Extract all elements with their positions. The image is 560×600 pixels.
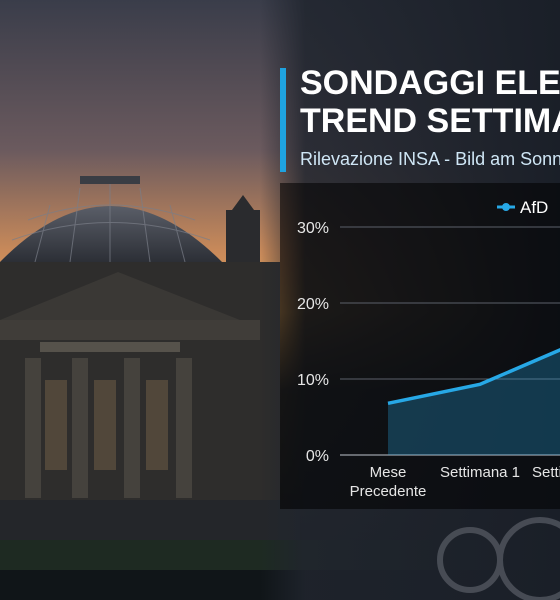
x-tick-label: Settimana 2 xyxy=(532,464,560,481)
series-area-afd xyxy=(388,349,560,455)
y-tick-label: 10% xyxy=(297,372,329,389)
y-tick-label: 0% xyxy=(306,448,329,465)
legend-label-afd: AfD xyxy=(520,198,548,217)
y-tick-label: 30% xyxy=(297,220,329,237)
chart-title-line-1: SONDAGGI ELETTORALI xyxy=(300,64,560,102)
title-accent-bar xyxy=(280,68,286,172)
x-tick-label: Mese Precedente xyxy=(350,464,427,500)
legend-marker-afd xyxy=(502,203,510,211)
chart-title: SONDAGGI ELETTORALI TREND SETTIMANALE xyxy=(300,64,560,144)
chart-subtitle: Rilevazione INSA - Bild am Sonntag xyxy=(300,149,560,169)
y-tick-label: 20% xyxy=(297,296,329,313)
chart-title-line-2: TREND SETTIMANALE xyxy=(300,102,560,140)
x-tick-label: Settimana 1 xyxy=(440,464,520,481)
